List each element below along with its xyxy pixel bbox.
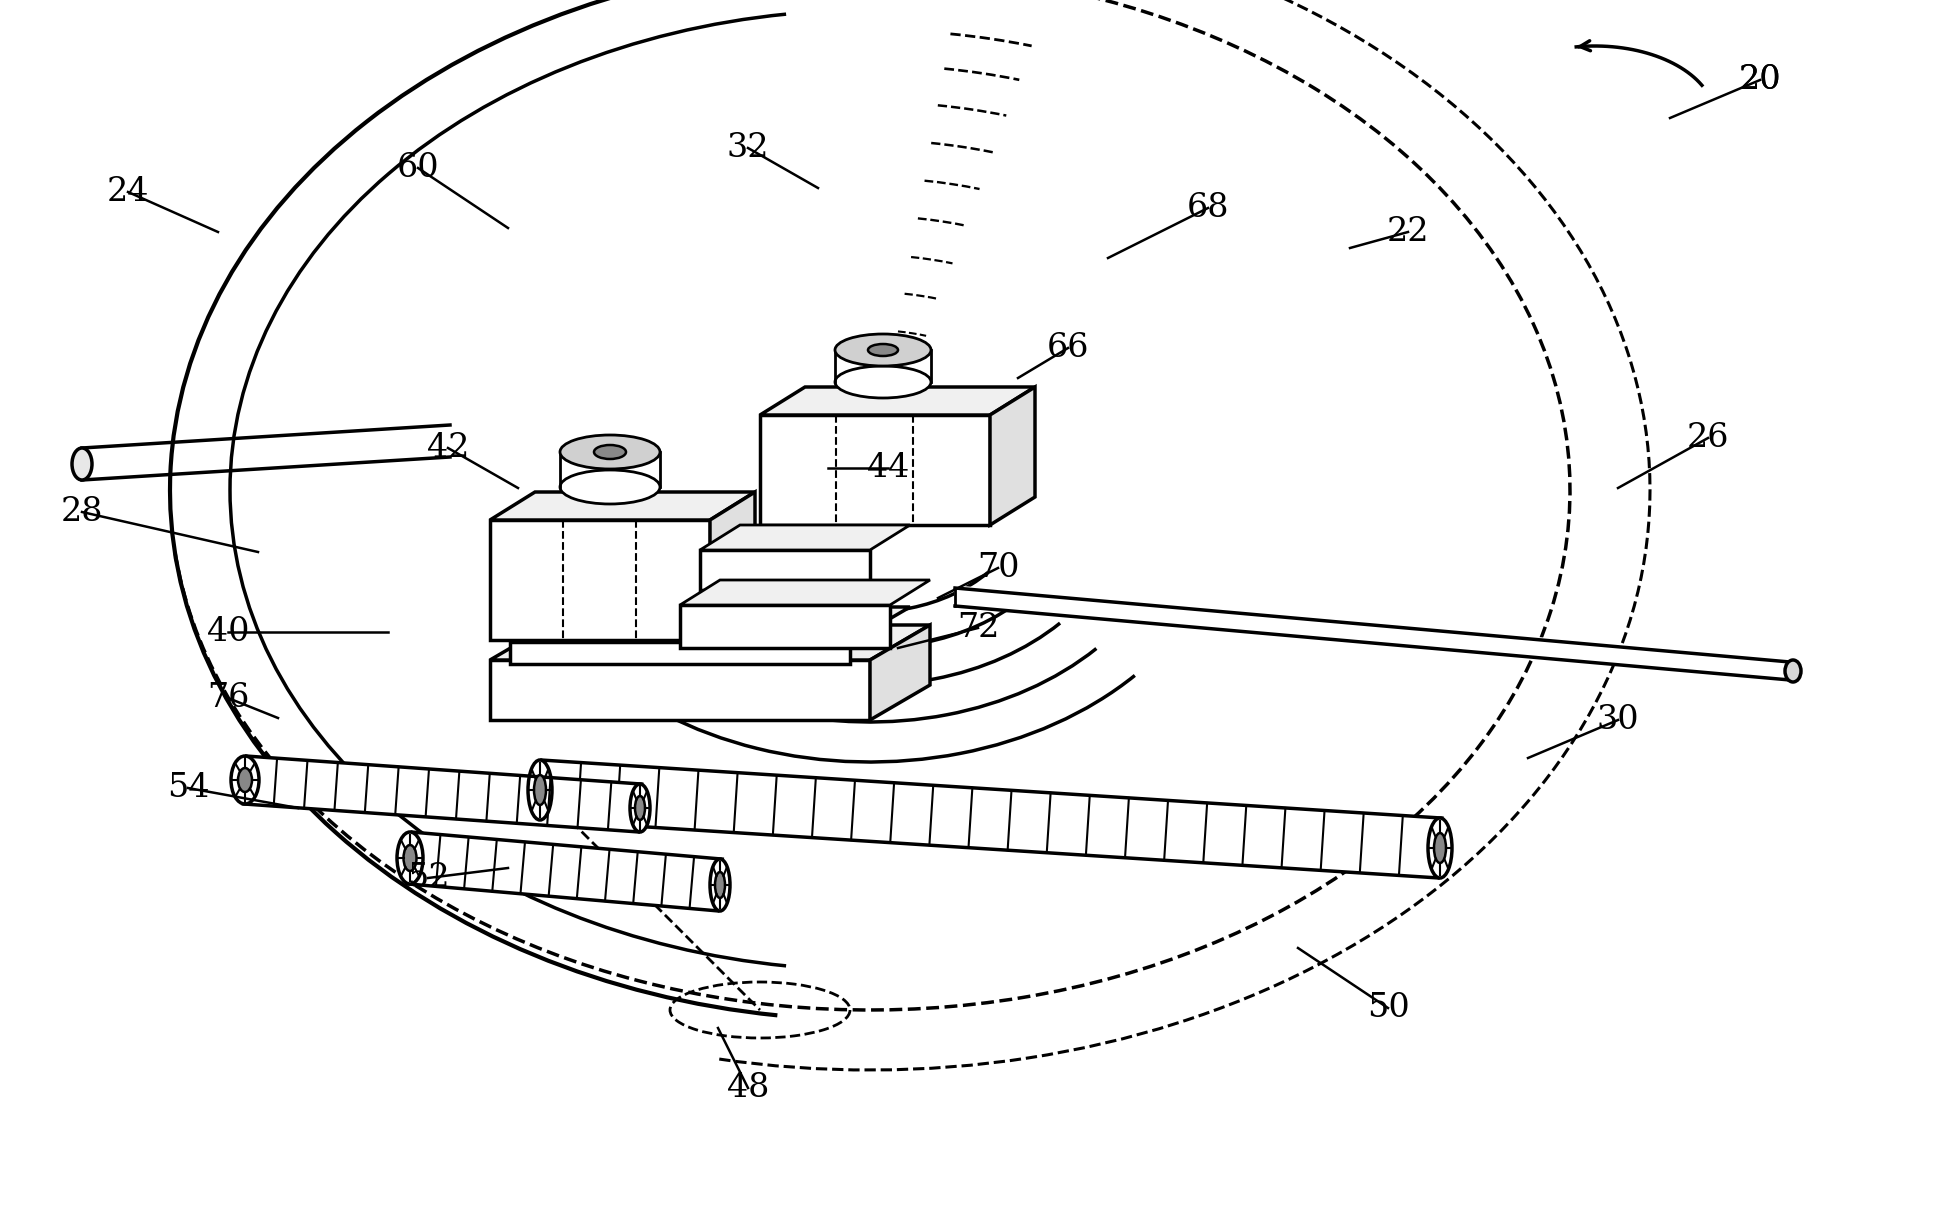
Ellipse shape bbox=[239, 767, 252, 792]
Ellipse shape bbox=[1433, 834, 1447, 863]
Ellipse shape bbox=[629, 785, 651, 832]
Text: 32: 32 bbox=[726, 132, 769, 164]
Text: 54: 54 bbox=[167, 772, 210, 804]
Ellipse shape bbox=[72, 448, 91, 480]
Text: 26: 26 bbox=[1688, 422, 1728, 454]
Ellipse shape bbox=[1785, 660, 1800, 682]
Ellipse shape bbox=[528, 760, 552, 820]
Polygon shape bbox=[759, 415, 990, 525]
Text: 50: 50 bbox=[1367, 991, 1410, 1024]
Text: 28: 28 bbox=[60, 496, 103, 528]
Polygon shape bbox=[711, 492, 755, 640]
Text: 52: 52 bbox=[406, 862, 449, 894]
Text: 24: 24 bbox=[107, 176, 150, 208]
Ellipse shape bbox=[594, 446, 625, 459]
Polygon shape bbox=[955, 586, 1791, 681]
Polygon shape bbox=[408, 832, 722, 911]
Ellipse shape bbox=[635, 796, 645, 820]
Text: 70: 70 bbox=[977, 552, 1020, 584]
Polygon shape bbox=[243, 756, 641, 832]
Text: 68: 68 bbox=[1187, 192, 1229, 224]
Polygon shape bbox=[489, 520, 711, 640]
Polygon shape bbox=[680, 605, 889, 647]
Text: 22: 22 bbox=[1387, 215, 1429, 248]
Polygon shape bbox=[511, 643, 851, 663]
Text: 76: 76 bbox=[206, 682, 249, 714]
Polygon shape bbox=[538, 760, 1441, 878]
Text: 30: 30 bbox=[1596, 704, 1639, 736]
Ellipse shape bbox=[396, 832, 423, 884]
Ellipse shape bbox=[1427, 818, 1453, 878]
Ellipse shape bbox=[534, 775, 546, 805]
Text: 40: 40 bbox=[206, 616, 249, 647]
Polygon shape bbox=[990, 387, 1035, 525]
Polygon shape bbox=[489, 625, 930, 660]
Polygon shape bbox=[680, 580, 930, 605]
Ellipse shape bbox=[559, 435, 660, 469]
Ellipse shape bbox=[715, 871, 724, 898]
Polygon shape bbox=[699, 525, 911, 550]
Ellipse shape bbox=[835, 366, 930, 398]
Polygon shape bbox=[489, 492, 755, 520]
Ellipse shape bbox=[835, 334, 930, 366]
Ellipse shape bbox=[559, 470, 660, 504]
Text: 60: 60 bbox=[396, 152, 439, 184]
Text: 66: 66 bbox=[1047, 332, 1089, 364]
Polygon shape bbox=[489, 660, 870, 720]
Polygon shape bbox=[759, 387, 1035, 415]
Text: 20: 20 bbox=[1738, 64, 1781, 95]
Text: 42: 42 bbox=[427, 432, 470, 464]
Text: 48: 48 bbox=[726, 1072, 769, 1104]
Text: 44: 44 bbox=[866, 452, 909, 483]
Polygon shape bbox=[699, 550, 870, 590]
Ellipse shape bbox=[231, 756, 258, 804]
Polygon shape bbox=[870, 625, 930, 720]
Text: 72: 72 bbox=[957, 612, 1000, 644]
Text: 20: 20 bbox=[1738, 64, 1781, 95]
Ellipse shape bbox=[868, 344, 897, 356]
Ellipse shape bbox=[404, 845, 416, 871]
Ellipse shape bbox=[711, 859, 730, 911]
Polygon shape bbox=[511, 607, 911, 643]
